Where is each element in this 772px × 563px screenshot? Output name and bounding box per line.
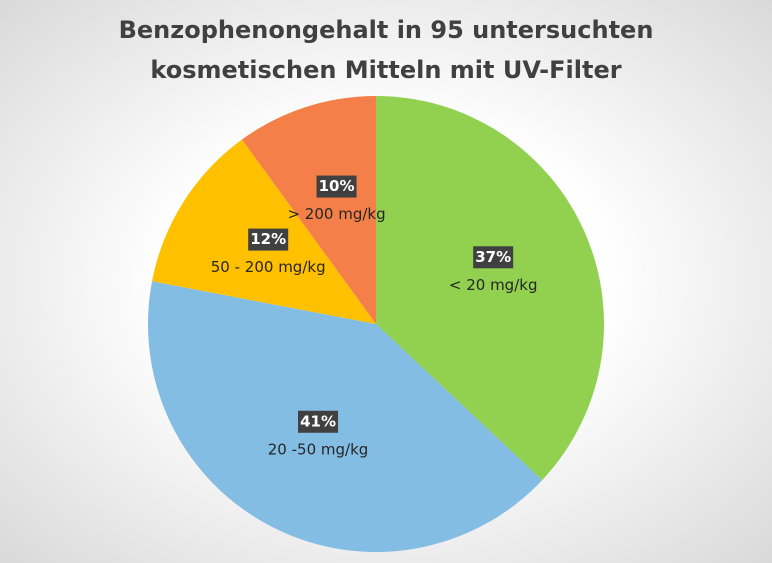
chart-title: Benzophenongehalt in 95 untersuchten kos… bbox=[118, 16, 654, 84]
label-box bbox=[473, 246, 514, 269]
category-label: 50 - 200 mg/kg bbox=[211, 258, 326, 276]
data-label: 37% bbox=[475, 248, 511, 266]
data-label: 41% bbox=[300, 412, 336, 430]
label-box bbox=[316, 175, 357, 198]
data-label: 10% bbox=[319, 177, 355, 195]
pie-slice bbox=[241, 96, 376, 324]
label-box bbox=[298, 410, 339, 433]
category-label: > 200 mg/kg bbox=[287, 205, 385, 223]
pie-slice bbox=[148, 281, 543, 552]
category-label: < 20 mg/kg bbox=[449, 276, 538, 294]
label-box bbox=[248, 228, 289, 251]
pie-slice bbox=[376, 96, 604, 481]
category-label: 20 -50 mg/kg bbox=[268, 440, 369, 458]
data-label: 12% bbox=[250, 230, 286, 248]
